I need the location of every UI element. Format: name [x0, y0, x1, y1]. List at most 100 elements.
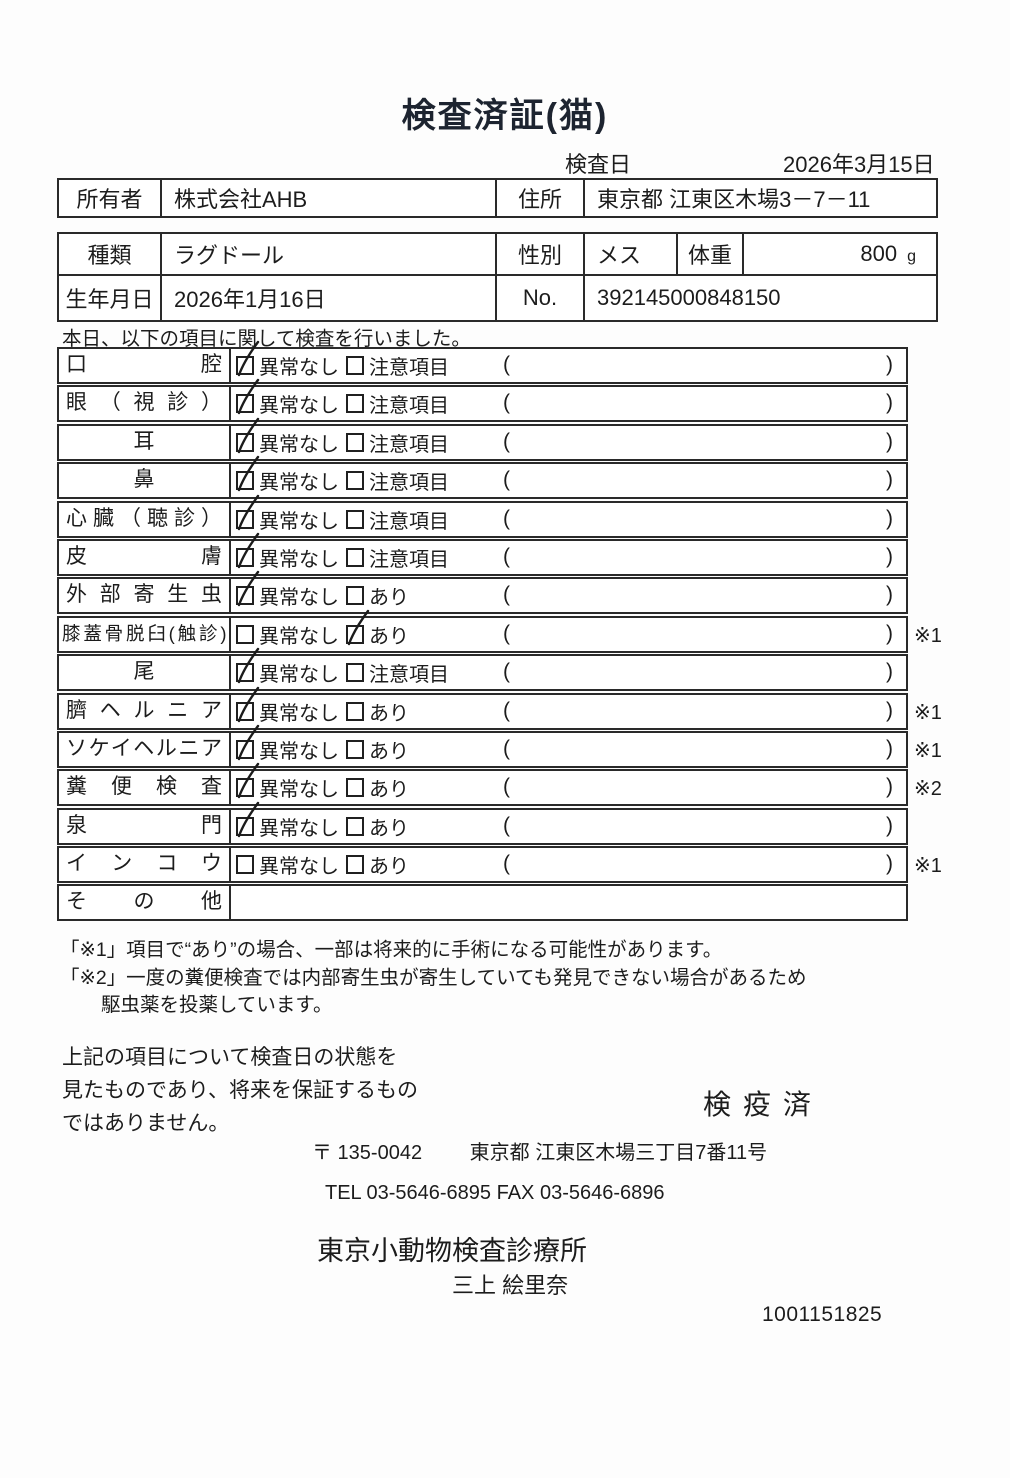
checkbox	[236, 379, 260, 415]
paren-open: (	[503, 775, 510, 799]
checklist-row: 眼（視診） 異常なし 注意項目 ( )	[57, 379, 908, 423]
checklist-row: インコウ 異常なし あり ( ) ※1	[57, 846, 942, 884]
paren-close: )	[886, 429, 893, 453]
checkbox	[346, 356, 364, 375]
opt2-label: あり	[369, 625, 409, 648]
checklist-table: 口腔 異常なし 注意項目 ( )	[57, 340, 942, 923]
paren-close: )	[886, 660, 893, 684]
option-present: あり	[346, 848, 409, 881]
option-present: あり	[346, 771, 409, 804]
paren-open: (	[503, 660, 510, 684]
opt2-label: 注意項目	[369, 357, 449, 379]
option-present: 注意項目	[346, 464, 449, 497]
paren-close: )	[886, 468, 893, 492]
checkbox	[346, 816, 364, 836]
checklist-row-label: 皮膚	[59, 540, 231, 574]
checkbox	[236, 801, 260, 837]
owner-table: 所有者 株式会社AHB 住所 東京都 江東区木場3－7－11	[57, 178, 938, 218]
checklist-row: その他	[57, 884, 908, 922]
checkbox	[346, 509, 364, 529]
opt1-label: 異常なし	[259, 664, 339, 687]
owner-value: 株式会社AHB	[162, 180, 497, 216]
clinic-name: 東京小動物検査診療所	[317, 1236, 587, 1266]
paren-open: (	[503, 583, 510, 607]
postal-code: 〒 135-0042	[312, 1142, 423, 1164]
paren-open: (	[503, 391, 510, 415]
option-no-abnormality: 異常なし	[236, 417, 339, 459]
checkbox	[236, 494, 260, 530]
row-note: ※2	[914, 778, 942, 801]
checkbox	[236, 763, 260, 799]
checklist-row-label: 口腔	[59, 349, 231, 382]
checkbox	[236, 455, 260, 492]
owner-label: 所有者	[59, 180, 162, 216]
checklist-row-label: 臍ヘルニア	[59, 694, 231, 728]
checklist-row-content: 異常なし あり ( )	[231, 686, 906, 728]
checklist-row-content	[231, 886, 906, 919]
checklist-row: 鼻 異常なし 注意項目 ( )	[57, 455, 908, 500]
opt1-label: 異常なし	[259, 510, 339, 533]
no-label: No.	[497, 276, 585, 320]
paren-open: (	[503, 429, 510, 453]
checklist-row-label: 泉門	[59, 809, 231, 843]
checkbox	[236, 340, 260, 377]
quarantine-stamp: 検疫済	[703, 1089, 824, 1120]
disclaimer-line: 見たものであり、将来を保証するもの	[62, 1079, 418, 1102]
checklist-row-content: 異常なし あり ( )	[231, 609, 906, 651]
checklist-row-label: 眼（視診）	[59, 387, 231, 421]
paren-close: )	[886, 583, 893, 607]
checkbox	[346, 855, 364, 875]
opt1-label: 異常なし	[259, 856, 339, 879]
opt2-label: あり	[369, 856, 409, 879]
option-no-abnormality: 異常なし	[236, 379, 339, 420]
checklist-row-label: 心臓（聴診）	[59, 502, 231, 536]
opt1-label: 異常なし	[259, 357, 339, 379]
checklist-row-label: 糞便検査	[59, 771, 231, 805]
checklist-row: 外部寄生虫 異常なし あり ( )	[57, 571, 908, 615]
checkbox	[236, 571, 260, 607]
option-present: あり	[346, 733, 409, 766]
opt1-label: 異常なし	[259, 625, 339, 648]
checklist-row-content: 異常なし 注意項目 ( )	[231, 647, 906, 689]
paren-open: (	[503, 506, 510, 530]
paren-close: )	[886, 775, 893, 799]
checkbox	[346, 778, 364, 798]
checklist-row-label: 外部寄生虫	[59, 579, 231, 613]
option-no-abnormality: 異常なし	[236, 801, 339, 843]
opt2-label: 注意項目	[369, 433, 449, 456]
no-value: 392145000848150	[597, 285, 781, 310]
opt2-label: あり	[369, 779, 409, 802]
option-no-abnormality: 異常なし	[236, 532, 339, 574]
option-no-abnormality: 異常なし	[236, 494, 339, 536]
checkbox	[236, 686, 260, 722]
checklist-row: 耳 異常なし 注意項目 ( )	[57, 417, 908, 461]
checklist-row-content: 異常なし 注意項目 ( )	[231, 417, 906, 459]
checklist-row: 口腔 異常なし 注意項目 ( )	[57, 340, 908, 384]
checklist-row-label: 尾	[59, 656, 231, 690]
breed-label: 種類	[59, 234, 162, 274]
paren-close: )	[886, 353, 893, 376]
checklist-row-content: 異常なし あり ( )	[231, 848, 906, 881]
address-label: 住所	[497, 180, 585, 216]
row-note: ※1	[914, 624, 942, 647]
checklist-row-label: インコウ	[59, 848, 231, 882]
paren-close: )	[886, 391, 893, 415]
breed-value: ラグドール	[162, 234, 497, 274]
row-note: ※1	[914, 855, 942, 878]
tel-fax-line: TEL 03-5646-6895 FAX 03-5646-6896	[325, 1182, 665, 1204]
checklist-row-label: ソケイヘルニア	[59, 732, 231, 766]
sex-value: メス	[585, 234, 678, 274]
checkbox	[236, 532, 260, 569]
checklist-row: 心臓（聴診） 異常なし 注意項目 ( )	[57, 494, 908, 538]
option-no-abnormality: 異常なし	[236, 647, 339, 689]
checklist-row: 尾 異常なし 注意項目 ( )	[57, 647, 908, 692]
checklist-row-content: 異常なし あり ( )	[231, 724, 906, 766]
birthdate-label: 生年月日	[59, 276, 162, 320]
option-present: 注意項目	[346, 426, 449, 459]
inspection-date-label: 検査日	[565, 152, 632, 177]
checkbox	[236, 417, 260, 453]
checklist-row-label: その他	[59, 886, 231, 920]
opt1-label: 異常なし	[259, 472, 339, 495]
opt1-label: 異常なし	[259, 740, 339, 763]
